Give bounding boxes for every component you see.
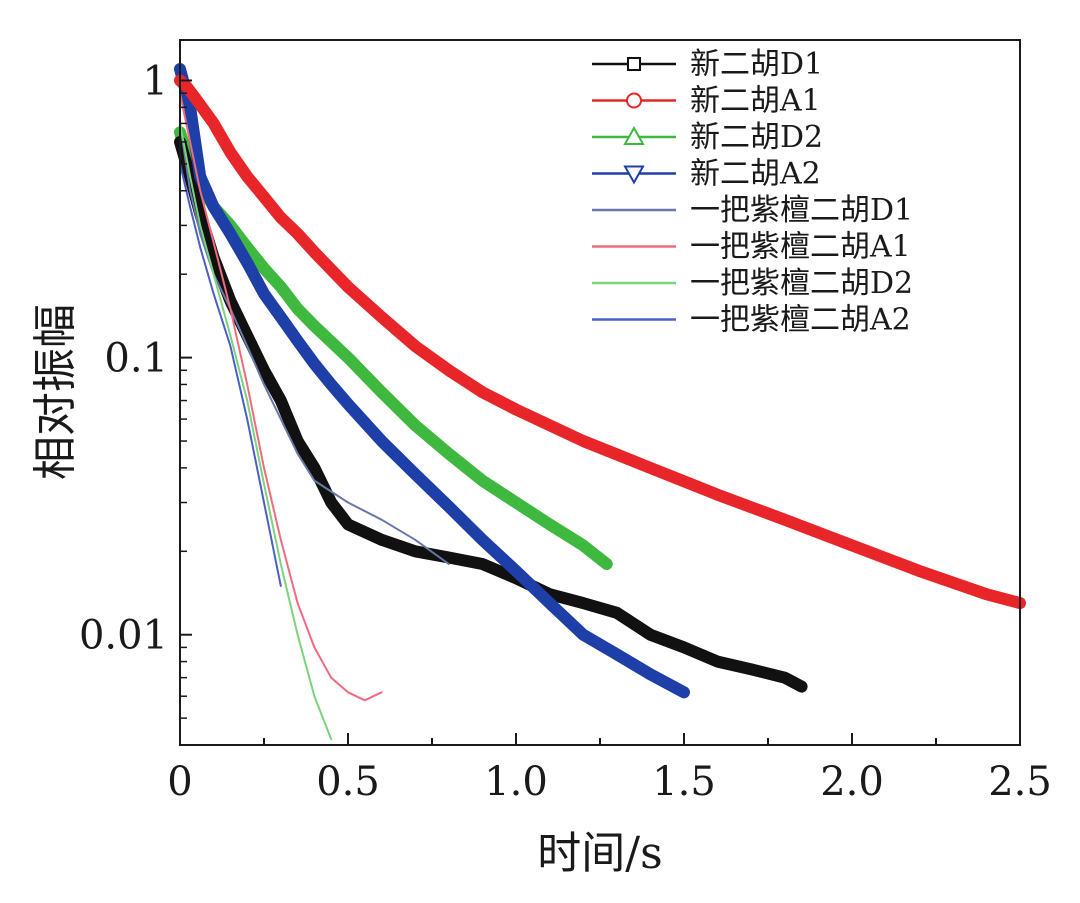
x-tick-label-4: 2.0 — [820, 759, 884, 805]
legend-label-6: 一把紫檀二胡A1 — [690, 230, 911, 265]
y-tick-label-2: 0.01 — [79, 613, 168, 659]
legend-label-4: 新二胡A2 — [690, 157, 821, 192]
series-layer — [174, 63, 1026, 741]
series-line-4 — [174, 63, 690, 699]
series-line-2 — [174, 74, 1026, 610]
legend-label-7: 一把紫檀二胡D2 — [690, 266, 913, 301]
series-line-1 — [174, 136, 808, 693]
series-line-3 — [174, 126, 613, 570]
legend-marker-triangle-up — [623, 125, 645, 145]
x-tick-label-0: 0 — [167, 759, 192, 805]
legend-label-5: 一把紫檀二胡D1 — [690, 193, 913, 228]
series-line-7 — [179, 122, 333, 741]
y-tick-label-1: 0.1 — [104, 336, 168, 382]
tick-layer: 0 0.5 1.0 1.5 2.0 2.5 1 0.1 0.01 — [79, 58, 1052, 805]
legend-label-8: 一把紫檀二胡A2 — [690, 303, 911, 338]
series-line-5 — [179, 122, 450, 565]
series-line-8 — [179, 162, 282, 587]
legend-marker-circle — [626, 92, 642, 109]
legend-marker-triangle-down — [623, 165, 645, 185]
y-tick-label-0: 1 — [143, 58, 168, 104]
y-axis-label: 相对振幅 — [30, 304, 81, 480]
legend-label-1: 新二胡D1 — [690, 47, 823, 82]
x-axis-label: 时间/s — [537, 828, 662, 879]
legend-label-2: 新二胡A1 — [690, 84, 821, 119]
x-tick-label-3: 1.5 — [652, 759, 716, 805]
legend: 新二胡D1新二胡A1新二胡D2新二胡A2一把紫檀二胡D1一把紫檀二胡A1一把紫檀… — [592, 47, 913, 338]
x-tick-label-5: 2.5 — [988, 759, 1052, 805]
legend-marker-square — [627, 57, 641, 71]
series-line-6 — [179, 92, 383, 702]
legend-label-3: 新二胡D2 — [690, 120, 823, 155]
x-tick-label-2: 1.0 — [484, 759, 548, 805]
x-tick-label-1: 0.5 — [316, 759, 380, 805]
